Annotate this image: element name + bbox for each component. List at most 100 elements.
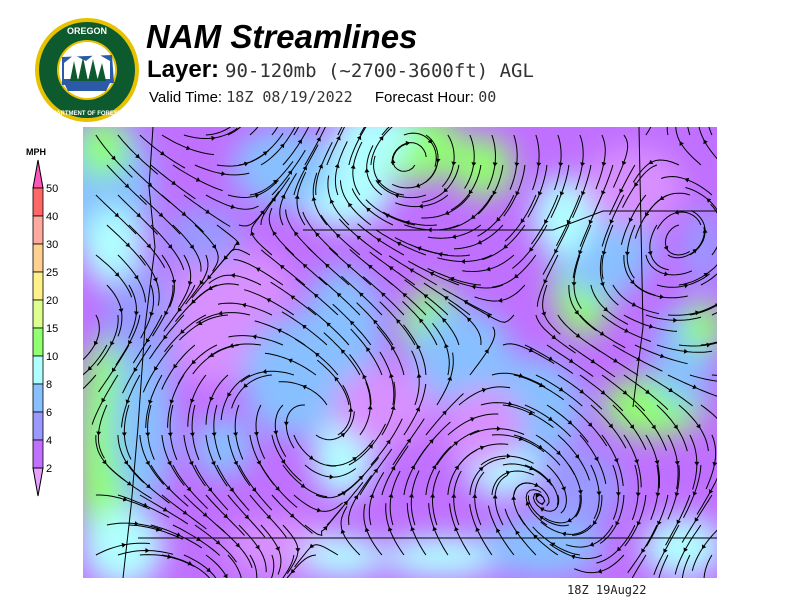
streamline bbox=[106, 224, 146, 266]
streamline-arrow-icon bbox=[300, 483, 306, 488]
streamline bbox=[227, 179, 279, 199]
streamline bbox=[494, 474, 508, 526]
streamline-arrow-icon bbox=[376, 238, 382, 243]
streamline bbox=[544, 494, 581, 524]
streamline-arrow-icon bbox=[409, 268, 415, 273]
streamline bbox=[244, 289, 295, 316]
streamline-arrow-icon bbox=[329, 474, 334, 480]
streamline-arrow-icon bbox=[272, 231, 278, 236]
streamline-arrow-icon bbox=[596, 491, 602, 496]
streamline bbox=[183, 554, 217, 578]
streamline-arrow-icon bbox=[223, 255, 229, 260]
valid-time-info: Valid Time: 18Z 08/19/2022 Forecast Hour… bbox=[149, 88, 496, 106]
streamline bbox=[98, 344, 130, 393]
streamline bbox=[554, 134, 562, 191]
streamline-arrow-icon bbox=[197, 320, 203, 326]
streamline-arrow-icon bbox=[692, 384, 698, 390]
legend-swatch bbox=[32, 243, 44, 273]
streamline bbox=[383, 277, 427, 316]
streamline-arrow-icon bbox=[503, 244, 509, 249]
streamline bbox=[601, 194, 625, 247]
streamline-arrow-icon bbox=[435, 158, 441, 163]
streamline-arrow-icon bbox=[543, 279, 548, 284]
streamline-arrow-icon bbox=[311, 196, 317, 201]
streamline-arrow-icon bbox=[659, 294, 664, 300]
streamline bbox=[403, 383, 427, 436]
streamline-arrow-icon bbox=[215, 540, 221, 545]
streamline-arrow-icon bbox=[594, 456, 599, 462]
streamline bbox=[579, 434, 607, 484]
legend-label: 25 bbox=[46, 267, 58, 279]
streamline-arrow-icon bbox=[478, 466, 484, 472]
streamline-arrow-icon bbox=[262, 369, 267, 375]
streamline-arrow-icon bbox=[537, 444, 543, 449]
streamline-arrow-icon bbox=[388, 493, 394, 498]
streamline-arrow-icon bbox=[182, 510, 188, 515]
streamline bbox=[216, 524, 253, 568]
streamline-arrow-icon bbox=[514, 273, 519, 279]
streamline-arrow-icon bbox=[673, 424, 678, 430]
streamline-arrow-icon bbox=[277, 328, 282, 334]
streamline-arrow-icon bbox=[381, 292, 386, 298]
streamline-arrow-icon bbox=[121, 542, 127, 548]
legend-label: 10 bbox=[46, 351, 58, 363]
streamline-arrow-icon bbox=[256, 460, 261, 466]
streamline bbox=[264, 352, 317, 376]
streamline bbox=[205, 374, 229, 425]
streamline bbox=[425, 393, 464, 436]
streamline bbox=[601, 434, 624, 487]
streamline-arrow-icon bbox=[366, 347, 371, 352]
streamline-arrow-icon bbox=[559, 191, 565, 196]
streamline bbox=[511, 224, 548, 269]
streamline-arrow-icon bbox=[254, 193, 260, 199]
streamline-arrow-icon bbox=[283, 421, 289, 426]
streamline bbox=[448, 278, 504, 289]
streamline-arrow-icon bbox=[206, 567, 211, 573]
wind-speed-region bbox=[483, 517, 603, 577]
streamline-arrow-icon bbox=[429, 271, 435, 277]
streamline-arrow-icon bbox=[367, 405, 373, 410]
streamline-arrow-icon bbox=[356, 235, 362, 241]
streamline-arrow-icon bbox=[309, 543, 315, 549]
streamline-arrow-icon bbox=[518, 436, 524, 441]
wind-speed-region bbox=[453, 137, 513, 197]
wind-speed-region bbox=[243, 317, 343, 437]
streamline-arrow-icon bbox=[603, 306, 608, 312]
streamline-arrow-icon bbox=[703, 139, 708, 145]
streamline-arrow-icon bbox=[676, 519, 682, 525]
streamline-arrow-icon bbox=[659, 353, 665, 359]
streamline-arrow-icon bbox=[146, 483, 151, 489]
streamline-arrow-icon bbox=[654, 460, 660, 465]
streamline-arrow-icon bbox=[189, 244, 194, 250]
streamline bbox=[194, 464, 229, 511]
streamline bbox=[271, 494, 313, 534]
streamline bbox=[391, 142, 427, 166]
streamline bbox=[260, 464, 298, 508]
logo-bottom-text: DEPARTMENT OF FORESTRY bbox=[44, 111, 129, 117]
streamline bbox=[453, 224, 504, 250]
streamline-arrow-icon bbox=[167, 460, 172, 466]
streamline bbox=[421, 194, 471, 219]
streamline-arrow-icon bbox=[706, 198, 712, 203]
streamline-arrow-icon bbox=[266, 514, 271, 520]
streamline-arrow-icon bbox=[544, 219, 549, 224]
streamline bbox=[234, 404, 244, 460]
streamline-arrow-icon bbox=[567, 517, 572, 523]
streamline bbox=[631, 554, 647, 578]
streamline bbox=[128, 224, 166, 269]
legend-label: 4 bbox=[46, 435, 52, 447]
streamline-arrow-icon bbox=[262, 151, 268, 156]
streamline bbox=[392, 164, 438, 189]
streamline-arrow-icon bbox=[515, 530, 520, 536]
streamline-arrow-icon bbox=[442, 318, 447, 323]
streamline-arrow-icon bbox=[423, 294, 429, 299]
streamline bbox=[128, 524, 183, 540]
streamline-arrow-icon bbox=[336, 233, 341, 239]
streamline-arrow-icon bbox=[205, 209, 210, 214]
streamline-arrow-icon bbox=[444, 343, 449, 349]
streamline-arrow-icon bbox=[143, 502, 148, 508]
streamline-arrow-icon bbox=[431, 464, 437, 470]
streamline-arrow-icon bbox=[187, 281, 193, 286]
streamline-arrow-icon bbox=[533, 534, 538, 540]
streamline-arrow-icon bbox=[587, 422, 593, 427]
